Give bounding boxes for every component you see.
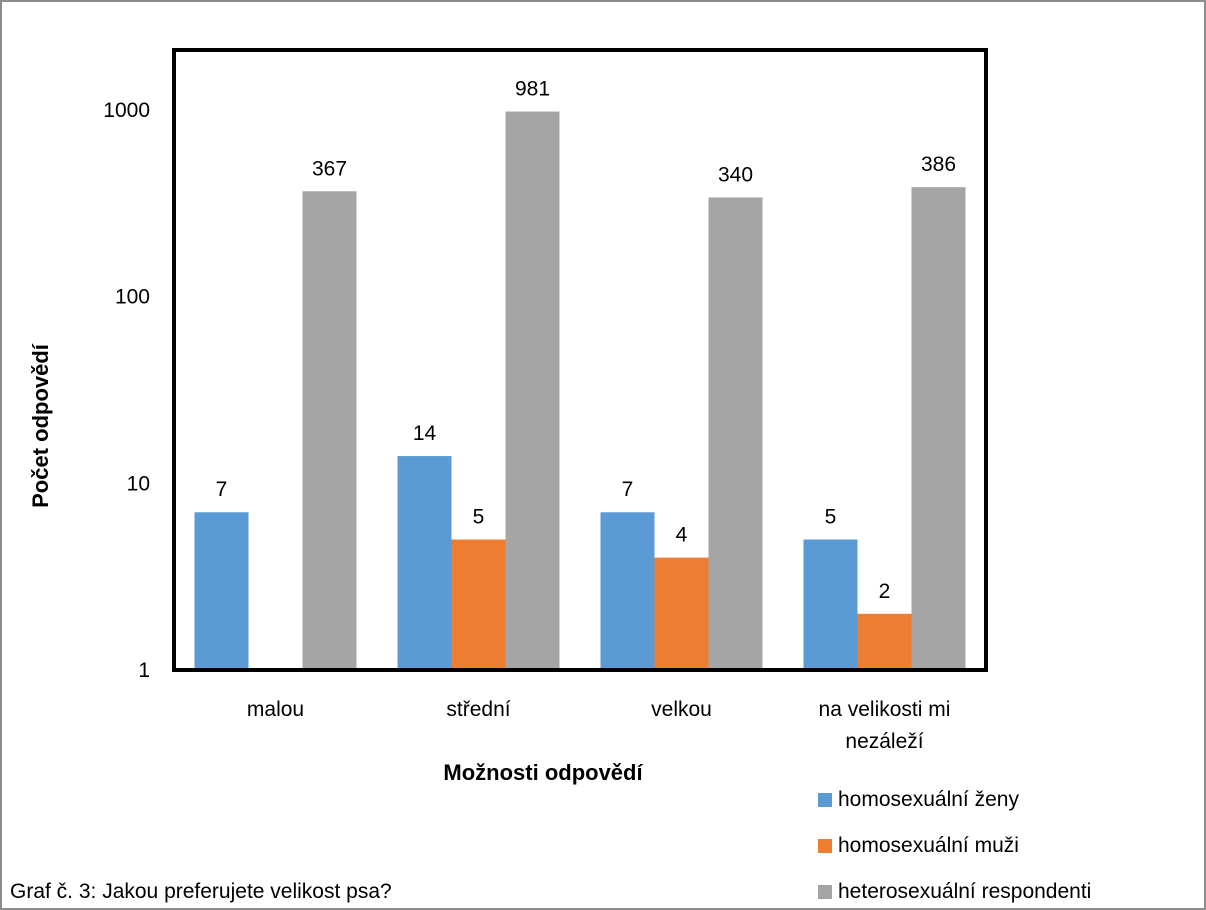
data-label: 981 — [515, 78, 550, 101]
data-label: 340 — [718, 163, 753, 186]
legend-swatch — [818, 793, 832, 807]
bar — [397, 456, 452, 668]
legend-swatch — [818, 885, 832, 899]
data-label: 7 — [216, 478, 228, 501]
bar — [803, 539, 858, 668]
y-axis-ticks: 1 10 100 1000 — [103, 99, 150, 682]
bar — [505, 111, 560, 669]
legend-label: homosexuální ženy — [838, 788, 1019, 811]
legend-label: homosexuální muži — [838, 834, 1019, 857]
bar — [600, 512, 655, 668]
legend-swatch — [818, 839, 832, 853]
bar — [857, 613, 912, 668]
data-label: 5 — [825, 506, 837, 529]
legend-label: heterosexuální respondenti — [838, 880, 1091, 903]
x-axis-title: Možnosti odpovědí — [443, 760, 643, 785]
data-label: 2 — [879, 580, 891, 603]
bar — [911, 187, 966, 669]
figure-caption: Graf č. 3: Jakou preferujete velikost ps… — [10, 880, 392, 903]
data-label: 14 — [413, 422, 437, 445]
plot-area — [172, 48, 988, 672]
x-tick-label: střední — [446, 698, 510, 721]
y-tick-label: 10 — [127, 472, 150, 495]
data-label: 5 — [473, 506, 485, 529]
y-axis-title: Počet odpovědí — [28, 343, 53, 508]
data-label: 4 — [676, 524, 688, 547]
data-label: 386 — [921, 153, 956, 176]
data-labels-layer: 7 367 14 5 981 7 4 340 5 2 386 — [216, 78, 956, 603]
y-tick-label: 1 — [138, 659, 150, 682]
bar — [451, 539, 506, 668]
x-tick-label: velkou — [651, 698, 712, 721]
data-label: 367 — [312, 157, 347, 180]
bars-layer — [194, 111, 966, 669]
bar — [654, 557, 709, 668]
legend: homosexuální ženy homosexuální muži hetero… — [818, 788, 1091, 903]
y-tick-label: 100 — [115, 286, 150, 309]
bar — [194, 512, 249, 668]
y-tick-label: 1000 — [103, 99, 150, 122]
x-tick-label: na velikosti mi nezáleží — [819, 698, 951, 753]
bar — [302, 191, 357, 668]
x-tick-label: malou — [247, 698, 304, 721]
bar — [708, 197, 763, 668]
data-label: 7 — [622, 478, 634, 501]
x-axis-ticks: malou střední velkou na velikosti mi nezálež… — [247, 698, 951, 753]
